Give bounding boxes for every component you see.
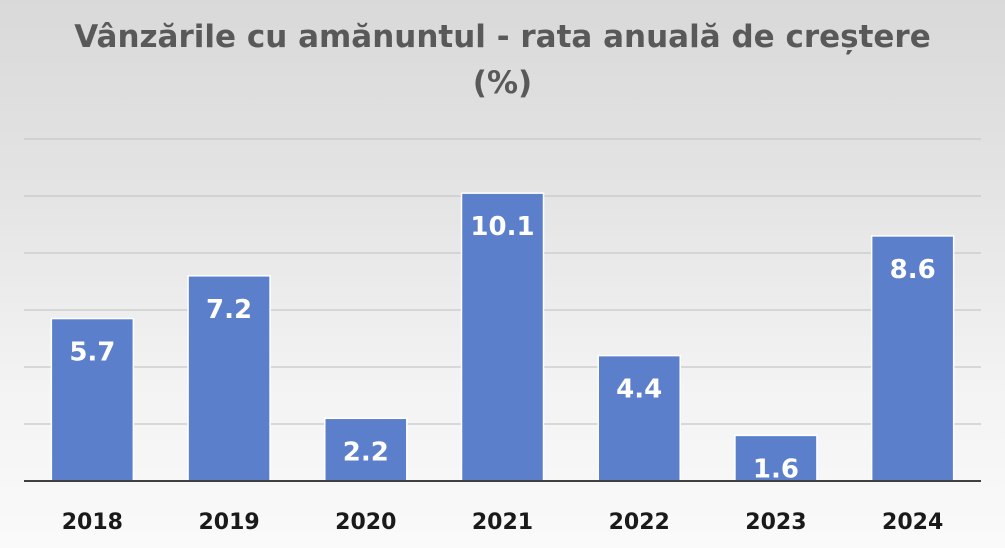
data-label-2024: 8.6	[890, 255, 936, 285]
data-label-2019: 7.2	[206, 295, 252, 325]
x-tick-label-2023: 2023	[745, 510, 806, 535]
chart-title-line-1: Vânzările cu amănuntul - rata anuală de …	[74, 19, 931, 55]
bar-2021	[460, 192, 545, 482]
data-label-2018: 5.7	[69, 338, 115, 368]
bar-2024	[870, 235, 955, 482]
chart-title: Vânzările cu amănuntul - rata anuală de …	[0, 14, 1005, 106]
data-label-2020: 2.2	[343, 437, 389, 467]
bar-2019	[187, 275, 271, 482]
x-tick-label-2022: 2022	[609, 510, 670, 535]
x-tick-label-2021: 2021	[472, 510, 533, 535]
x-tick-label-2019: 2019	[198, 510, 259, 535]
x-tick-label-2020: 2020	[335, 510, 396, 535]
x-tick-label-2024: 2024	[882, 510, 943, 535]
chart-title-line-2: (%)	[472, 65, 533, 101]
x-tick-label-2018: 2018	[62, 510, 123, 535]
data-label-2023: 1.6	[753, 454, 799, 484]
data-label-2022: 4.4	[616, 375, 662, 405]
bar-2018	[50, 317, 135, 482]
data-label-2021: 10.1	[470, 212, 534, 242]
